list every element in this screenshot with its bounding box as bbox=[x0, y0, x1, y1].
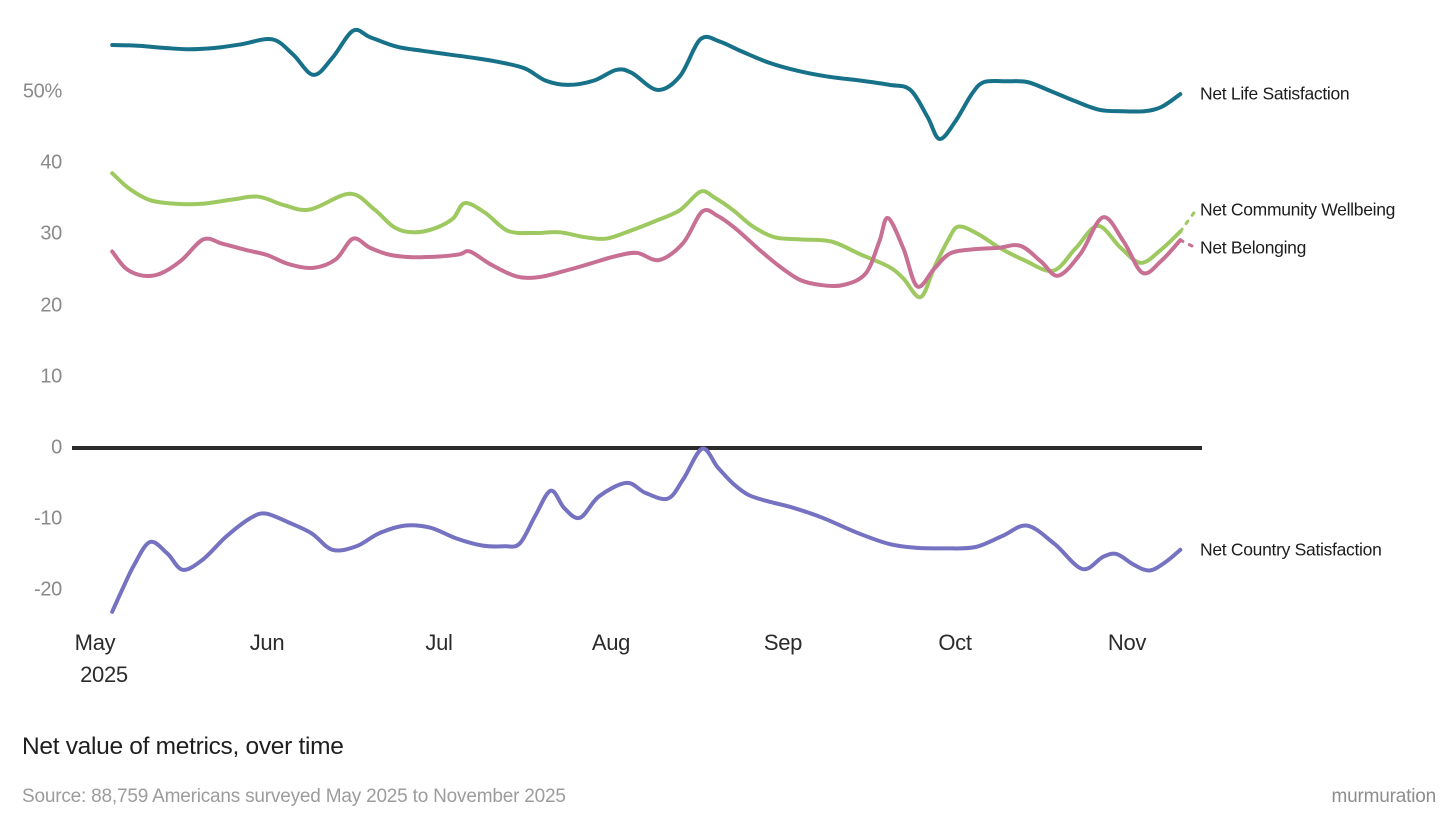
line-net-community-wellbeing bbox=[110, 171, 1183, 300]
y-tick--10: -10 bbox=[33, 507, 62, 530]
y-tick-30: 30 bbox=[40, 222, 62, 245]
dash-tail-net-community-wellbeing bbox=[1178, 208, 1198, 234]
branding-murmuration: murmuration bbox=[1331, 786, 1437, 807]
source-note: Source: 88,759 Americans surveyed May 20… bbox=[22, 786, 566, 807]
x-tick-jun: Jun bbox=[249, 630, 285, 655]
line-net-country-satisfaction bbox=[110, 446, 1183, 614]
y-tick-40: 40 bbox=[40, 151, 62, 174]
series-label-net-community-wellbeing: Net Community Wellbeing bbox=[1200, 199, 1396, 220]
x-tick-jul: Jul bbox=[425, 630, 453, 655]
x-tick-nov: Nov bbox=[1107, 630, 1147, 655]
dash-tail-net-belonging bbox=[1178, 238, 1198, 250]
y-tick-0: 0 bbox=[51, 436, 62, 459]
x-tick-sep: Sep bbox=[763, 630, 803, 655]
series-label-net-belonging: Net Belonging bbox=[1200, 237, 1307, 258]
line-net-belonging bbox=[110, 207, 1183, 289]
line-net-life-satisfaction bbox=[110, 27, 1183, 141]
series-label-net-country-satisfaction: Net Country Satisfaction bbox=[1200, 539, 1382, 560]
y-tick--20: -20 bbox=[33, 578, 62, 601]
x-tick-year: 2025 bbox=[80, 662, 128, 687]
y-tick-20: 20 bbox=[40, 294, 62, 317]
series-label-net-life-satisfaction: Net Life Satisfaction bbox=[1200, 83, 1350, 104]
x-tick-oct: Oct bbox=[938, 630, 972, 655]
x-tick-aug: Aug bbox=[591, 630, 631, 655]
y-tick-50: 50% bbox=[22, 80, 62, 103]
y-tick-10: 10 bbox=[40, 365, 62, 388]
x-tick-may: May bbox=[74, 630, 116, 655]
chart-title: Net value of metrics, over time bbox=[22, 733, 344, 760]
